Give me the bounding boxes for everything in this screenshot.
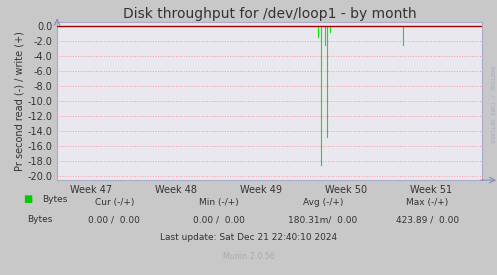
Text: Avg (-/+): Avg (-/+) (303, 198, 343, 207)
Text: Bytes: Bytes (42, 195, 68, 204)
Text: RRDTOOL / TOBI OETIKER: RRDTOOL / TOBI OETIKER (490, 66, 495, 143)
Text: 180.31m/  0.00: 180.31m/ 0.00 (288, 216, 358, 224)
Text: ■: ■ (23, 194, 32, 204)
Text: Last update: Sat Dec 21 22:40:10 2024: Last update: Sat Dec 21 22:40:10 2024 (160, 233, 337, 242)
Text: Bytes: Bytes (27, 216, 53, 224)
Y-axis label: Pr second read (-) / write (+): Pr second read (-) / write (+) (14, 31, 24, 171)
Text: Min (-/+): Min (-/+) (199, 198, 239, 207)
Text: Max (-/+): Max (-/+) (406, 198, 449, 207)
Text: 0.00 /  0.00: 0.00 / 0.00 (193, 216, 245, 224)
Text: 423.89 /  0.00: 423.89 / 0.00 (396, 216, 459, 224)
Title: Disk throughput for /dev/loop1 - by month: Disk throughput for /dev/loop1 - by mont… (123, 7, 416, 21)
Text: 0.00 /  0.00: 0.00 / 0.00 (88, 216, 140, 224)
Text: Munin 2.0.56: Munin 2.0.56 (223, 252, 274, 261)
Text: Cur (-/+): Cur (-/+) (94, 198, 134, 207)
